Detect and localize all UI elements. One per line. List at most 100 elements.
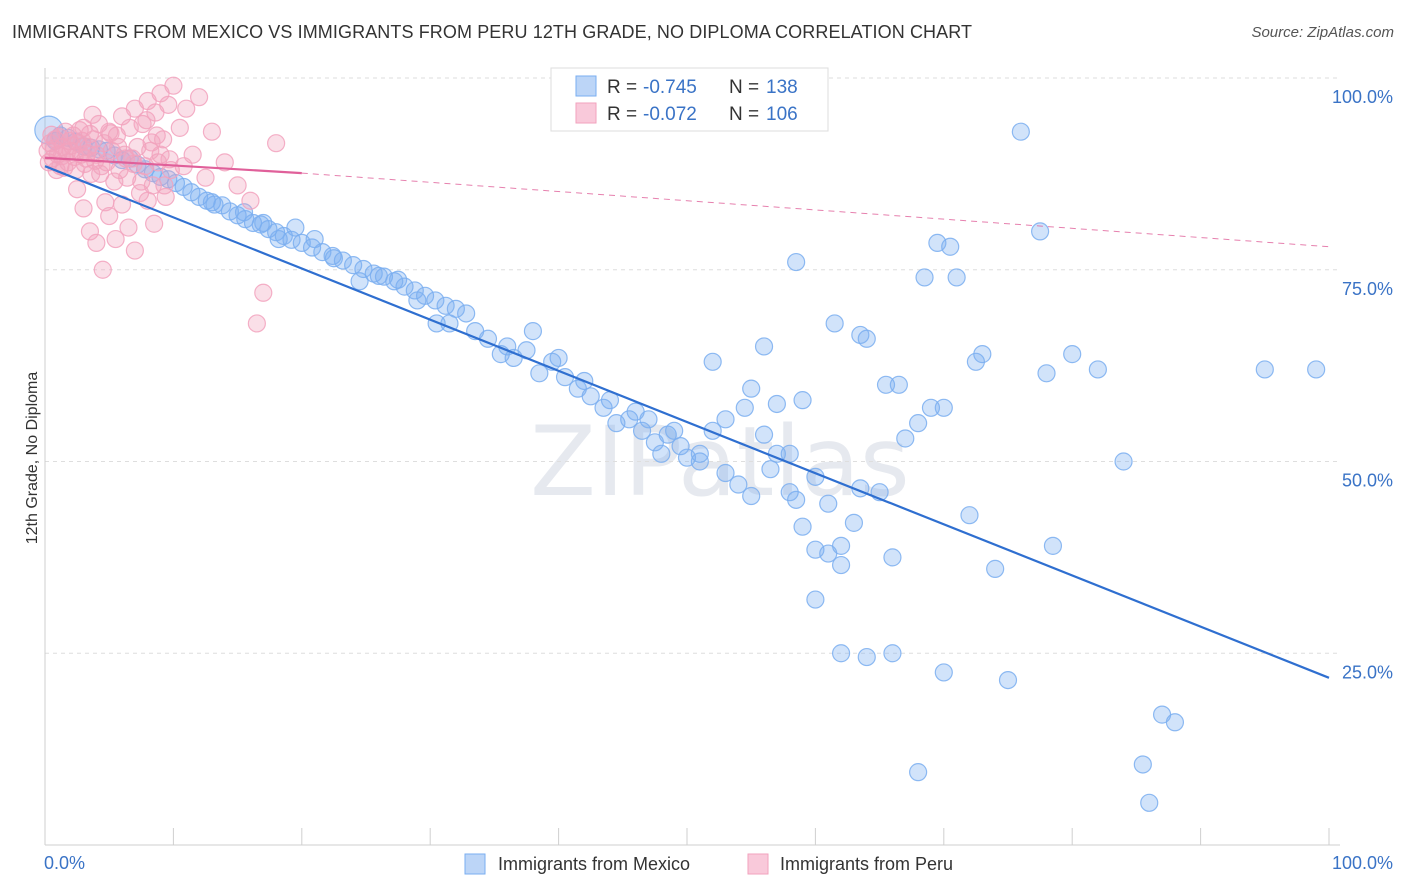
stats-legend-swatch-mexico <box>575 75 597 97</box>
peru-point <box>160 150 179 169</box>
mexico-point <box>909 414 928 433</box>
mexico-point <box>344 256 363 275</box>
peru-point <box>247 314 266 333</box>
peru-point <box>93 260 112 279</box>
gridlines <box>45 77 1340 654</box>
mexico-point <box>1043 536 1063 555</box>
peru-point <box>96 193 115 212</box>
mexico-point <box>1011 122 1030 141</box>
stats-legend: R = -0.745 N = 138 R = -0.072 N = 106 <box>550 67 829 132</box>
peru-point <box>80 222 100 241</box>
peru-trend-line-extension <box>301 172 1330 248</box>
trend-lines <box>44 156 1330 679</box>
x-tick-label-min: 0.0% <box>44 853 85 873</box>
mexico-point <box>690 444 709 463</box>
y-tick-label-75: 75.0% <box>1342 279 1393 299</box>
bottom-legend-label-peru: Immigrants from Peru <box>780 854 953 874</box>
mexico-point <box>1030 222 1050 241</box>
stats-legend-n-value-peru: 106 <box>766 104 798 125</box>
peru-point <box>145 214 164 233</box>
bottom-legend-label-mexico: Immigrants from Mexico <box>498 854 690 874</box>
mexico-point <box>742 486 761 506</box>
peru-point <box>80 124 100 144</box>
peru-point <box>70 121 89 140</box>
mexico-point <box>254 213 273 233</box>
peru-point <box>57 143 76 162</box>
peru-point <box>74 199 93 218</box>
mexico-point <box>436 296 455 315</box>
mexico-point <box>986 559 1005 578</box>
peru-point <box>151 145 170 164</box>
mexico-point <box>530 364 549 383</box>
mexico-point <box>202 193 222 212</box>
mexico-point <box>928 233 947 253</box>
mexico-point <box>665 421 684 440</box>
mexico-trend-line <box>44 165 1330 679</box>
y-axis-title: 12th Grade, No Diploma <box>24 372 41 545</box>
peru-point <box>83 105 102 124</box>
peru-point <box>87 233 106 253</box>
mexico-point <box>806 590 825 609</box>
mexico-point <box>1307 360 1326 379</box>
mexico-point <box>825 314 844 333</box>
peru-point <box>254 283 273 302</box>
stats-legend-n-label-peru: N = <box>729 104 759 125</box>
mexico-point <box>1063 345 1082 364</box>
mexico-point <box>857 329 876 348</box>
mexico-point <box>632 421 652 440</box>
mexico-point <box>286 218 305 237</box>
y-tick-label-25: 25.0% <box>1342 662 1393 682</box>
peru-point <box>106 229 125 249</box>
y-tick-label-50: 50.0% <box>1342 471 1393 491</box>
mexico-point <box>671 437 690 456</box>
x-axis-ticks <box>172 828 1330 845</box>
mexico-point <box>549 348 568 368</box>
mexico-point <box>457 304 476 323</box>
mexico-point <box>690 452 709 471</box>
bottom-legend-swatch-mexico <box>464 853 486 875</box>
mexico-point <box>754 425 774 444</box>
mexico-point <box>395 277 414 296</box>
mexico-point <box>787 252 806 272</box>
peru-point <box>125 241 144 260</box>
stats-legend-swatch-peru <box>575 102 597 124</box>
mexico-point <box>389 270 408 289</box>
mexico-point <box>1088 360 1107 379</box>
mexico-point <box>889 375 908 394</box>
mexico-point <box>966 352 986 371</box>
peru-point <box>42 125 61 144</box>
mexico-point <box>205 195 224 214</box>
mexico-point <box>754 337 774 356</box>
stats-legend-r-label-peru: R = <box>607 104 637 125</box>
mexico-point <box>408 291 427 310</box>
peru-point <box>267 134 286 153</box>
mexico-point <box>716 463 735 483</box>
peru-point <box>159 95 178 114</box>
y-tick-label-100: 100.0% <box>1332 87 1393 107</box>
mexico-point <box>947 268 966 287</box>
mexico-point <box>761 460 780 479</box>
mexico-point <box>1133 755 1152 774</box>
peru-point <box>91 164 110 183</box>
peru-point <box>137 111 156 130</box>
peru-point <box>164 76 183 95</box>
peru-point <box>202 122 222 141</box>
mexico-point <box>324 249 343 268</box>
peru-point <box>132 172 151 191</box>
peru-point <box>100 206 119 226</box>
mexico-point <box>793 517 812 536</box>
mexico-point <box>703 352 722 371</box>
stats-legend-r-label-mexico: R = <box>607 77 637 98</box>
peru-point <box>177 99 196 118</box>
peru-point <box>215 153 234 172</box>
mexico-point <box>426 291 445 310</box>
peru-point <box>241 191 260 210</box>
mexico-point <box>374 267 394 286</box>
mexico-point <box>844 513 864 532</box>
peru-point <box>109 137 128 157</box>
stats-legend-n-value-mexico: 138 <box>766 77 798 98</box>
mexico-point <box>652 444 671 463</box>
mexico-point <box>921 398 941 417</box>
bottom-legend-swatch-peru <box>747 853 769 875</box>
